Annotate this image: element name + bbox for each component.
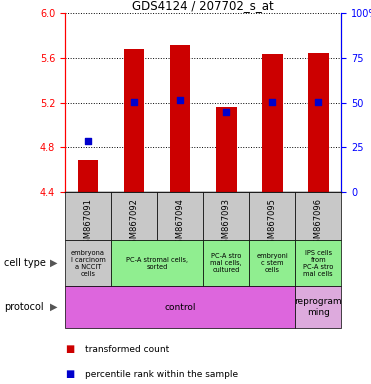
Point <box>131 99 137 105</box>
Bar <box>203 192 249 240</box>
Point <box>85 137 91 144</box>
Bar <box>170 45 190 192</box>
Text: PC-A stromal cells,
sorted: PC-A stromal cells, sorted <box>126 257 188 270</box>
Bar <box>111 192 157 240</box>
Bar <box>124 49 144 192</box>
Bar <box>157 192 203 240</box>
Bar <box>78 160 98 192</box>
Point <box>315 99 321 105</box>
Bar <box>295 240 341 286</box>
Bar <box>65 240 111 286</box>
Bar <box>308 53 329 192</box>
Text: protocol: protocol <box>4 302 43 312</box>
Text: GSM867093: GSM867093 <box>221 198 231 249</box>
Text: embryoni
c stem
cells: embryoni c stem cells <box>256 253 288 273</box>
Text: ▶: ▶ <box>50 302 58 312</box>
Point <box>269 99 275 105</box>
Bar <box>65 192 111 240</box>
Text: control: control <box>164 303 196 312</box>
Text: transformed count: transformed count <box>85 345 170 354</box>
Title: GDS4124 / 207702_s_at: GDS4124 / 207702_s_at <box>132 0 274 12</box>
Bar <box>295 192 341 240</box>
Bar <box>111 240 203 286</box>
Point <box>177 98 183 104</box>
Text: PC-A stro
mal cells,
cultured: PC-A stro mal cells, cultured <box>210 253 242 273</box>
Text: cell type: cell type <box>4 258 46 268</box>
Text: GSM867092: GSM867092 <box>129 198 138 248</box>
Text: GSM867094: GSM867094 <box>175 198 185 248</box>
Text: GSM867095: GSM867095 <box>268 198 277 248</box>
Bar <box>216 107 237 192</box>
Text: ▶: ▶ <box>50 258 58 268</box>
Text: percentile rank within the sample: percentile rank within the sample <box>85 370 239 379</box>
Text: ■: ■ <box>65 369 74 379</box>
Bar <box>295 286 341 328</box>
Bar <box>249 192 295 240</box>
Bar <box>65 286 295 328</box>
Text: reprogram
ming: reprogram ming <box>295 298 342 317</box>
Bar <box>249 240 295 286</box>
Text: GSM867091: GSM867091 <box>83 198 92 248</box>
Text: GSM867096: GSM867096 <box>314 198 323 249</box>
Text: ■: ■ <box>65 344 74 354</box>
Text: embryona
l carcinom
a NCCIT
cells: embryona l carcinom a NCCIT cells <box>70 250 105 276</box>
Point <box>223 109 229 115</box>
Bar <box>203 240 249 286</box>
Text: IPS cells
from
PC-A stro
mal cells: IPS cells from PC-A stro mal cells <box>303 250 334 276</box>
Bar <box>262 54 283 192</box>
